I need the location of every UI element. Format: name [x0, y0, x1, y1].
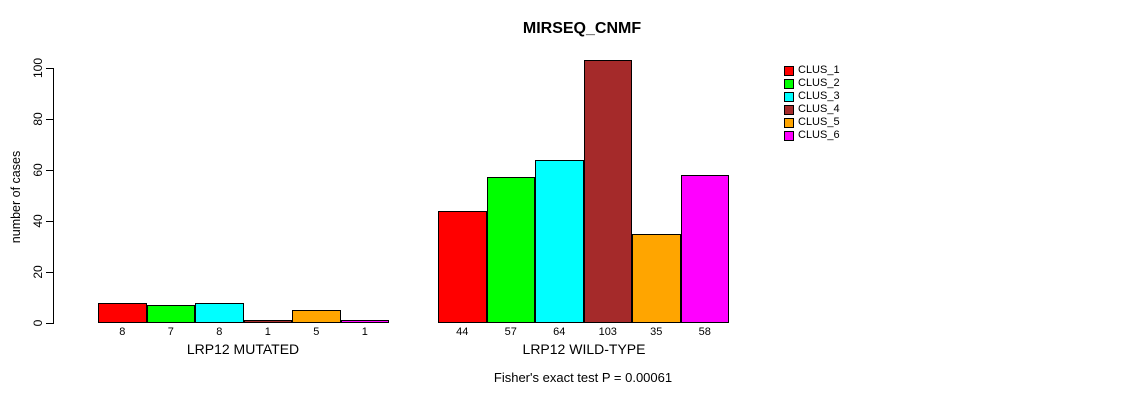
bar-value-label: 5 [313, 326, 320, 338]
y-tick-label: 80 [31, 112, 45, 126]
bar-clus_5-group1 [632, 233, 681, 323]
legend-swatch-icon [784, 117, 794, 128]
bar-clus_4-group0 [243, 320, 292, 323]
bar-clus_1-group1 [438, 210, 487, 323]
bar-value-label: 57 [504, 326, 517, 338]
legend-swatch-icon [784, 130, 794, 141]
y-axis-label: number of cases [9, 150, 23, 244]
legend-item-clus_1: CLUS_1 [784, 64, 840, 77]
bar-clus_6-group1 [680, 174, 729, 323]
bar-value-label: 1 [264, 326, 271, 338]
chart-title: MIRSEQ_CNMF [522, 20, 642, 37]
legend-item-clus_3: CLUS_3 [784, 90, 840, 103]
bar-clus_1-group0 [98, 302, 147, 323]
y-tick-label: 20 [31, 265, 45, 279]
group-label-mutated: LRP12 MUTATED [186, 341, 300, 357]
bar-clus_4-group1 [583, 60, 632, 323]
bar-value-label: 58 [698, 326, 711, 338]
bar-value-label: 1 [361, 326, 368, 338]
bar-clus_2-group0 [146, 305, 195, 323]
legend-item-clus_2: CLUS_2 [784, 77, 840, 90]
bar-value-label: 35 [650, 326, 663, 338]
y-axis-line [53, 68, 54, 324]
legend-item-clus_4: CLUS_4 [784, 103, 840, 116]
y-tick-mark [46, 67, 54, 69]
legend-item-clus_5: CLUS_5 [784, 116, 840, 129]
fisher-test-footnote: Fisher's exact test P = 0.00061 [493, 370, 673, 385]
legend-label: CLUS_3 [798, 90, 840, 102]
legend-swatch-icon [784, 78, 794, 89]
bar-clus_3-group1 [535, 159, 584, 323]
legend-swatch-icon [784, 91, 794, 102]
group-label-wildtype: LRP12 WILD-TYPE [522, 341, 646, 357]
bar-clus_2-group1 [486, 177, 535, 323]
legend-label: CLUS_2 [798, 77, 840, 89]
y-tick-label: 100 [31, 57, 45, 78]
legend-label: CLUS_6 [798, 129, 840, 141]
legend-label: CLUS_5 [798, 116, 840, 128]
legend-label: CLUS_1 [798, 64, 840, 76]
y-tick-mark [46, 271, 54, 273]
y-tick-mark [46, 220, 54, 222]
y-tick-mark [46, 169, 54, 171]
bar-value-label: 44 [456, 326, 469, 338]
bar-clus_6-group0 [340, 320, 389, 323]
bar-value-label: 64 [553, 326, 566, 338]
y-tick-label: 0 [31, 319, 45, 327]
y-tick-label: 60 [31, 163, 45, 177]
legend: CLUS_1 CLUS_2 CLUS_3 CLUS_4 CLUS_5 CLUS_6 [784, 64, 840, 142]
legend-label: CLUS_4 [798, 103, 840, 115]
bar-value-label: 7 [167, 326, 174, 338]
bar-clus_5-group0 [292, 310, 341, 323]
legend-swatch-icon [784, 65, 794, 76]
legend-swatch-icon [784, 104, 794, 115]
y-tick-mark [46, 118, 54, 120]
y-tick-label: 40 [31, 214, 45, 228]
bar-value-label: 8 [119, 326, 126, 338]
legend-item-clus_6: CLUS_6 [784, 129, 840, 142]
bar-value-label: 8 [216, 326, 223, 338]
y-tick-mark [46, 323, 54, 324]
bar-clus_3-group0 [195, 302, 244, 323]
bar-value-label: 103 [598, 326, 617, 338]
